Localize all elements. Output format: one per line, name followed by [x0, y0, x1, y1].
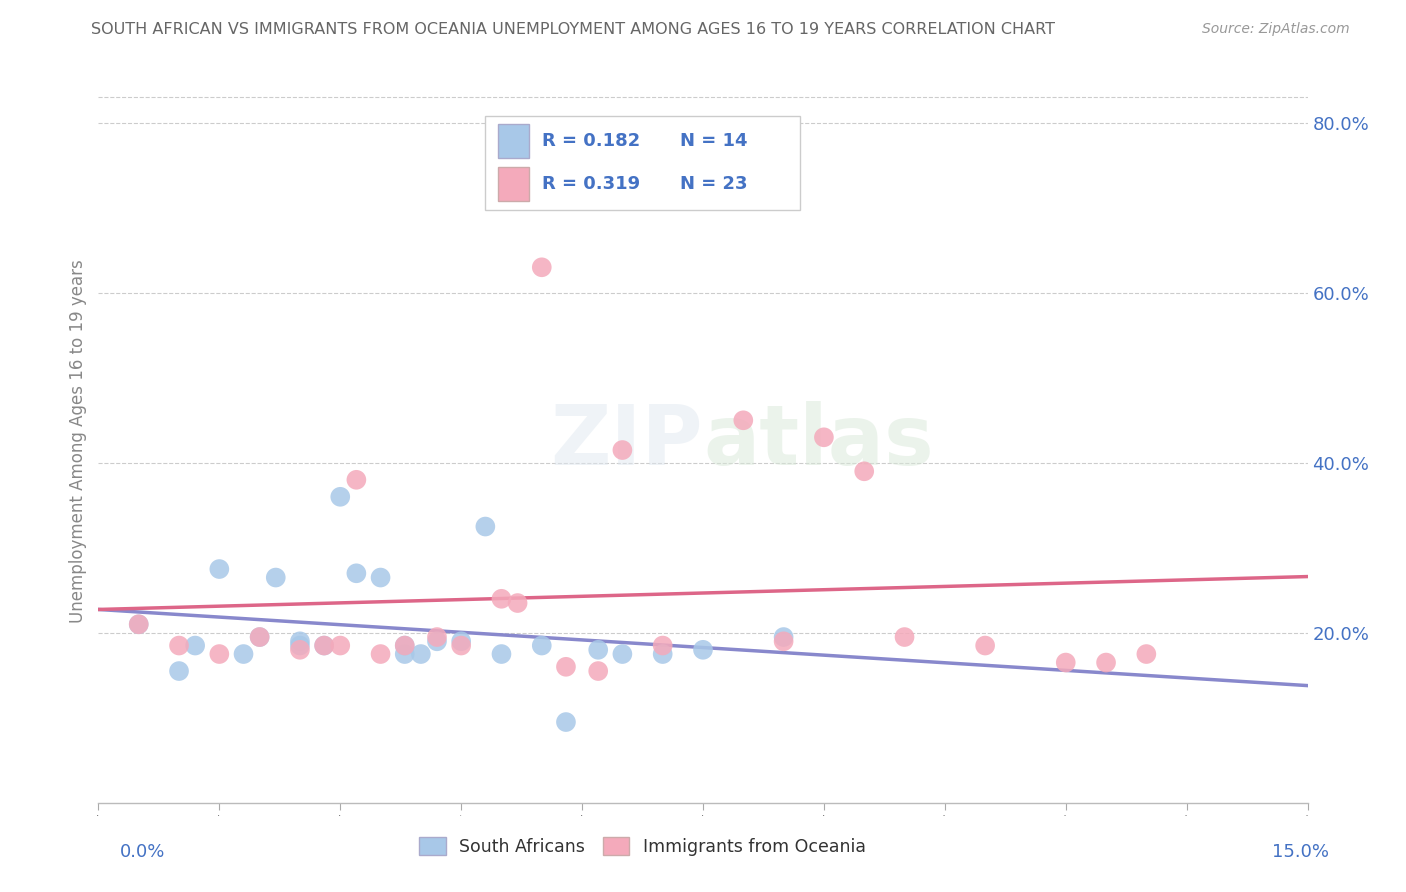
Point — [853, 464, 876, 478]
Legend: South Africans, Immigrants from Oceania: South Africans, Immigrants from Oceania — [412, 830, 873, 863]
Point — [249, 630, 271, 644]
Point — [586, 642, 609, 657]
Point — [167, 639, 190, 653]
Point — [344, 566, 367, 581]
Point — [974, 639, 997, 653]
Point — [772, 634, 794, 648]
Point — [232, 647, 254, 661]
Point — [692, 642, 714, 657]
Point — [450, 639, 472, 653]
Point — [394, 639, 416, 653]
Point — [264, 570, 287, 584]
Point — [555, 714, 578, 729]
Point — [612, 443, 634, 458]
Point — [651, 639, 673, 653]
Point — [288, 642, 311, 657]
Point — [893, 630, 915, 644]
Text: ZIP: ZIP — [551, 401, 703, 482]
Point — [208, 562, 231, 576]
Point — [426, 630, 449, 644]
Text: 0.0%: 0.0% — [120, 843, 165, 861]
Point — [491, 591, 513, 606]
Point — [128, 617, 150, 632]
Point — [409, 647, 432, 661]
Point — [506, 596, 529, 610]
Y-axis label: Unemployment Among Ages 16 to 19 years: Unemployment Among Ages 16 to 19 years — [69, 260, 87, 624]
Point — [1054, 656, 1077, 670]
Point — [491, 647, 513, 661]
Point — [394, 647, 416, 661]
Point — [586, 664, 609, 678]
Point — [530, 639, 553, 653]
Point — [128, 617, 150, 632]
Point — [1095, 656, 1118, 670]
Point — [1135, 647, 1157, 661]
Point — [167, 664, 190, 678]
Point — [772, 630, 794, 644]
Point — [184, 639, 207, 653]
Point — [314, 639, 336, 653]
Text: atlas: atlas — [703, 401, 934, 482]
Point — [474, 519, 496, 533]
Point — [450, 634, 472, 648]
Text: Source: ZipAtlas.com: Source: ZipAtlas.com — [1202, 22, 1350, 37]
Point — [370, 570, 392, 584]
Point — [426, 634, 449, 648]
Point — [370, 647, 392, 661]
Point — [249, 630, 271, 644]
Point — [733, 413, 755, 427]
Point — [208, 647, 231, 661]
Point — [314, 639, 336, 653]
Point — [555, 660, 578, 674]
Point — [288, 634, 311, 648]
Point — [813, 430, 835, 444]
Point — [329, 639, 352, 653]
Point — [530, 260, 553, 275]
Point — [288, 639, 311, 653]
Point — [394, 639, 416, 653]
Text: SOUTH AFRICAN VS IMMIGRANTS FROM OCEANIA UNEMPLOYMENT AMONG AGES 16 TO 19 YEARS : SOUTH AFRICAN VS IMMIGRANTS FROM OCEANIA… — [91, 22, 1056, 37]
Point — [612, 647, 634, 661]
Text: 15.0%: 15.0% — [1271, 843, 1329, 861]
Point — [329, 490, 352, 504]
Point — [651, 647, 673, 661]
Point — [344, 473, 367, 487]
